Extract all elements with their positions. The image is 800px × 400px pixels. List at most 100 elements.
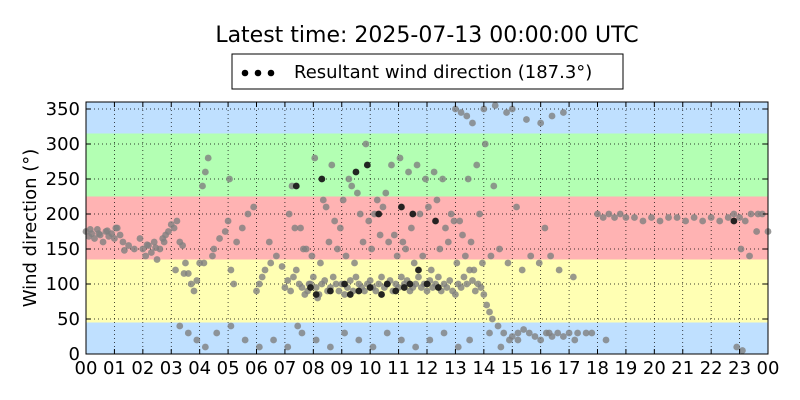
data-point bbox=[227, 266, 235, 274]
data-point bbox=[690, 214, 698, 221]
data-point bbox=[369, 343, 377, 351]
data-point bbox=[378, 273, 385, 281]
data-point bbox=[385, 238, 393, 246]
data-point bbox=[172, 266, 179, 274]
data-point bbox=[439, 175, 447, 183]
data-point bbox=[99, 238, 107, 246]
data-point bbox=[312, 284, 320, 291]
data-point bbox=[326, 287, 334, 295]
data-point bbox=[290, 273, 297, 281]
data-point bbox=[307, 284, 314, 291]
data-point bbox=[298, 329, 306, 337]
data-point bbox=[648, 214, 655, 221]
data-point bbox=[221, 228, 229, 235]
data-point bbox=[199, 182, 206, 190]
data-point bbox=[753, 228, 761, 235]
data-point bbox=[184, 329, 192, 337]
data-point bbox=[497, 343, 505, 351]
data-point bbox=[736, 214, 743, 221]
x-tick-label: 10 bbox=[359, 358, 382, 379]
data-point bbox=[518, 266, 526, 274]
data-point bbox=[173, 217, 181, 225]
data-point bbox=[433, 196, 441, 204]
data-point bbox=[193, 336, 201, 344]
data-point bbox=[400, 284, 408, 291]
data-point bbox=[308, 252, 316, 260]
data-point bbox=[319, 196, 327, 204]
data-point bbox=[665, 214, 672, 221]
x-tick-label: 08 bbox=[302, 358, 325, 379]
x-tick-label: 07 bbox=[273, 358, 296, 379]
data-point bbox=[494, 322, 502, 330]
data-point bbox=[737, 245, 745, 253]
data-point bbox=[272, 252, 280, 260]
data-point bbox=[473, 161, 481, 169]
data-point bbox=[504, 259, 512, 267]
data-point bbox=[496, 245, 503, 253]
data-point bbox=[513, 203, 520, 211]
data-point bbox=[292, 182, 300, 190]
data-point bbox=[525, 329, 533, 337]
y-tick-label: 350 bbox=[46, 99, 80, 120]
data-point bbox=[125, 242, 133, 249]
data-point bbox=[150, 238, 158, 246]
data-point bbox=[503, 109, 510, 116]
data-point bbox=[545, 329, 553, 337]
data-point bbox=[730, 217, 738, 225]
data-point bbox=[190, 287, 198, 295]
data-point bbox=[355, 287, 363, 295]
data-point bbox=[365, 217, 373, 225]
data-point bbox=[348, 182, 356, 190]
data-point bbox=[476, 210, 483, 218]
data-point bbox=[605, 210, 613, 218]
data-point bbox=[547, 252, 555, 260]
data-point bbox=[599, 214, 607, 221]
data-point bbox=[103, 227, 111, 235]
axis-ticks bbox=[85, 102, 769, 355]
data-point bbox=[616, 210, 624, 218]
data-point bbox=[447, 210, 455, 218]
data-point bbox=[452, 105, 459, 113]
data-point bbox=[405, 168, 412, 176]
data-point bbox=[160, 238, 168, 246]
data-point bbox=[200, 259, 208, 267]
data-point bbox=[415, 273, 422, 281]
data-point bbox=[339, 196, 347, 204]
x-tick-label: 15 bbox=[501, 358, 524, 379]
data-point bbox=[682, 217, 689, 225]
x-tick-label: 09 bbox=[330, 358, 353, 379]
data-point bbox=[456, 217, 464, 225]
x-tick-label: 18 bbox=[586, 358, 609, 379]
data-point bbox=[152, 244, 160, 252]
x-tick-label: 16 bbox=[529, 358, 552, 379]
y-tick-label: 0 bbox=[69, 344, 80, 365]
data-point bbox=[318, 175, 326, 183]
data-point bbox=[436, 245, 444, 253]
data-point bbox=[452, 291, 459, 298]
data-point bbox=[329, 273, 337, 281]
data-point bbox=[392, 287, 400, 295]
data-point bbox=[446, 277, 454, 284]
data-point bbox=[481, 140, 489, 148]
y-tick-label: 200 bbox=[46, 204, 80, 225]
data-point bbox=[463, 280, 471, 288]
data-point bbox=[312, 336, 320, 344]
data-point bbox=[233, 238, 241, 246]
data-point bbox=[292, 266, 300, 274]
data-point bbox=[639, 217, 647, 225]
data-point bbox=[355, 336, 363, 344]
data-point bbox=[170, 224, 178, 232]
y-tick-label: 150 bbox=[46, 239, 80, 260]
data-point bbox=[463, 112, 471, 120]
data-point bbox=[255, 280, 263, 288]
data-point bbox=[396, 154, 404, 162]
data-point bbox=[724, 214, 732, 221]
data-point bbox=[179, 242, 187, 249]
data-point bbox=[673, 214, 681, 221]
data-point bbox=[226, 175, 233, 183]
data-point bbox=[368, 245, 375, 253]
data-point bbox=[457, 109, 465, 116]
data-point bbox=[388, 161, 395, 169]
data-point bbox=[265, 238, 273, 246]
